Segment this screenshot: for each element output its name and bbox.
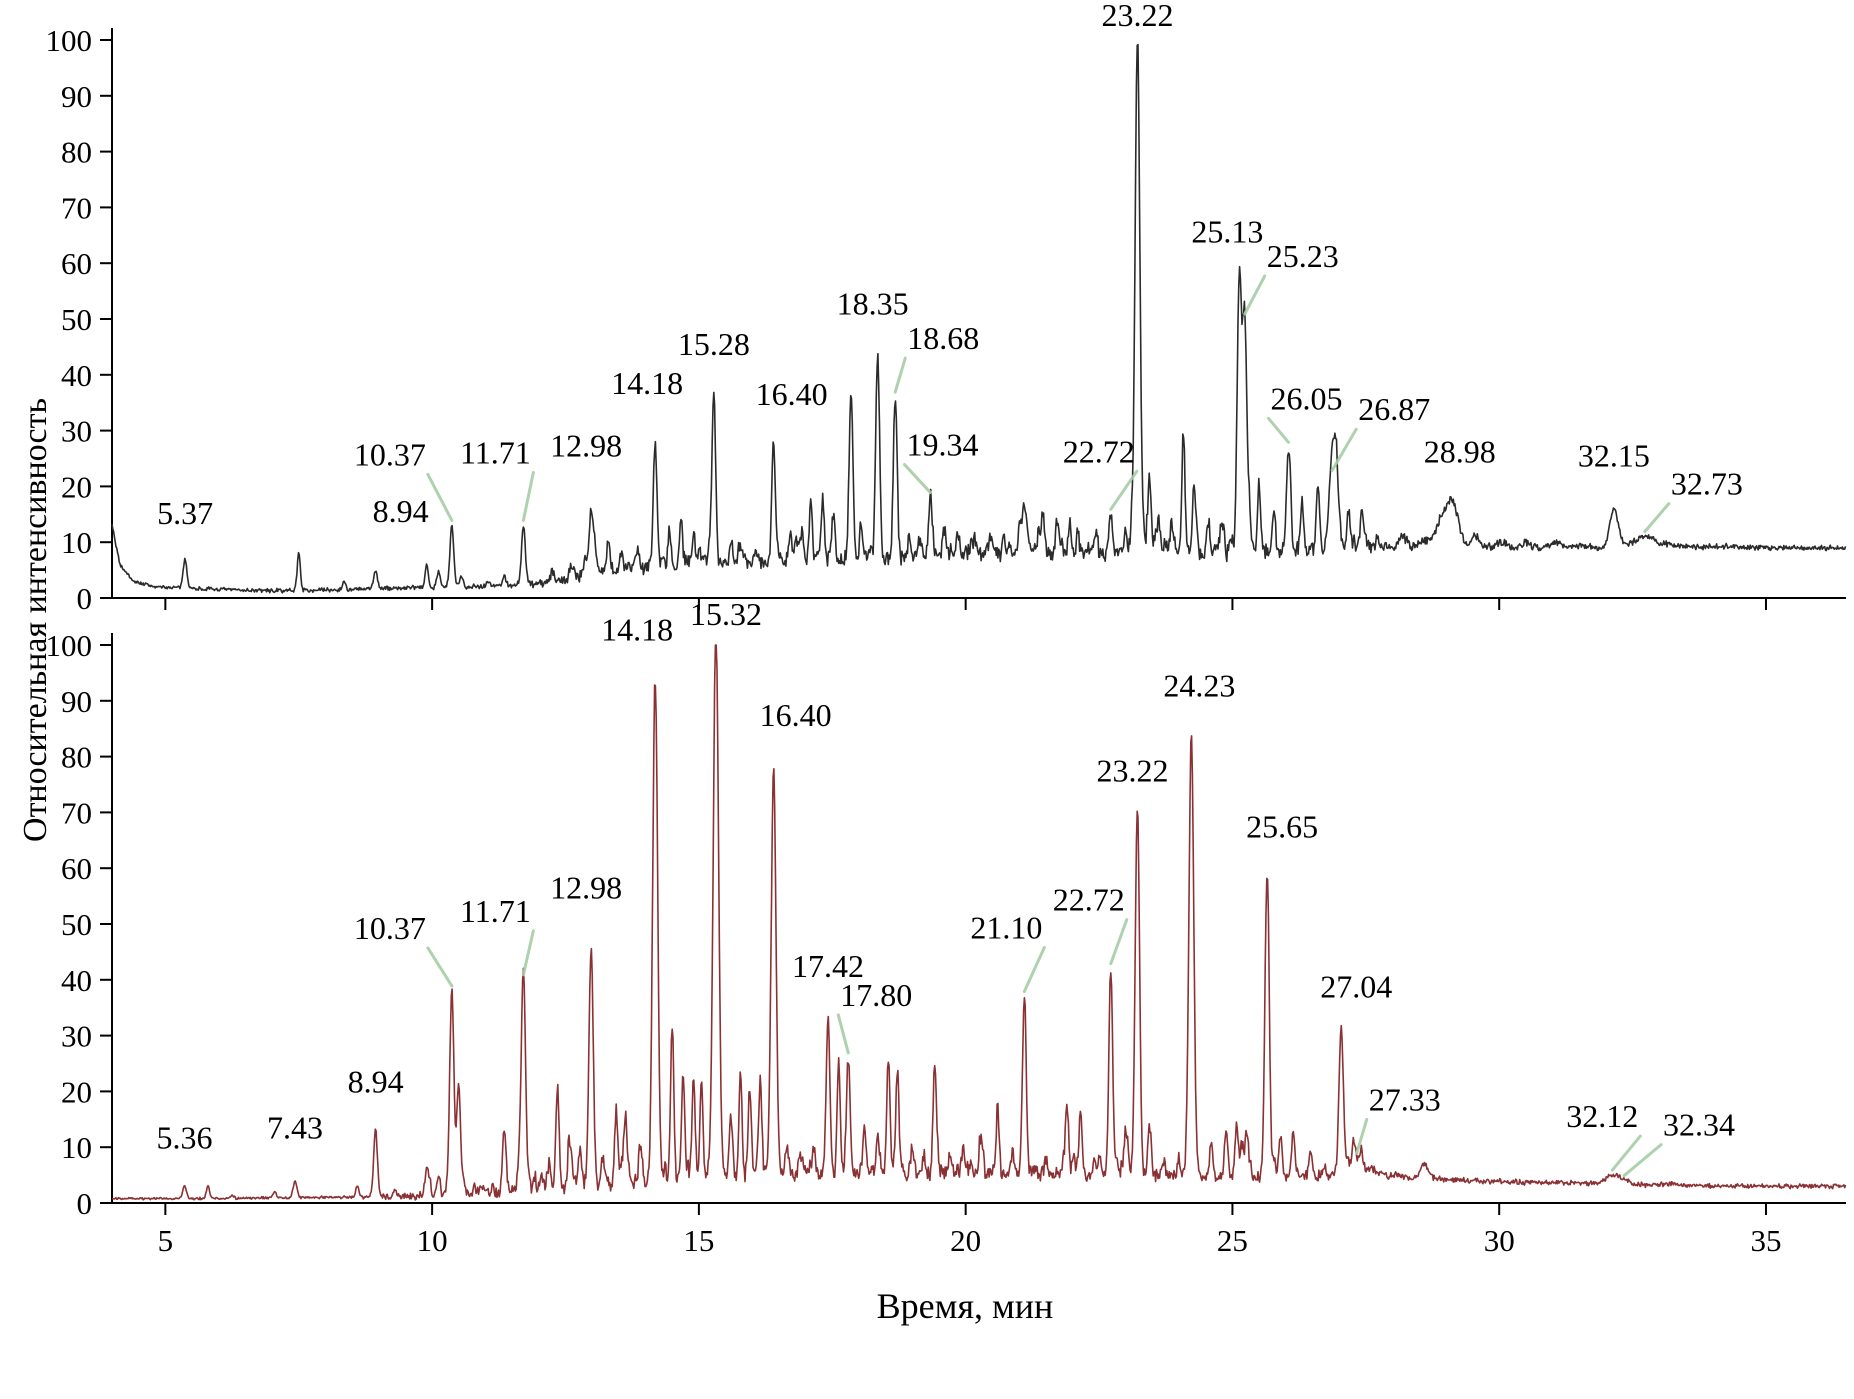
peak-label: 11.71 xyxy=(460,434,531,470)
peak-leader-line xyxy=(1109,469,1139,511)
peak-label: 8.94 xyxy=(348,1063,404,1099)
y-tick-label: 30 xyxy=(61,1019,92,1054)
peak-leader-line xyxy=(1243,274,1267,316)
x-tick-label: 25 xyxy=(1217,1223,1248,1258)
peak-label: 12.98 xyxy=(550,869,622,905)
peak-label: 14.18 xyxy=(601,611,673,647)
x-tick-label: 15 xyxy=(683,1223,714,1258)
x-tick-label: 30 xyxy=(1484,1223,1515,1258)
y-tick-label: 100 xyxy=(46,23,93,58)
peak-label: 22.72 xyxy=(1063,433,1135,469)
peak-label: 11.71 xyxy=(460,893,531,929)
peak-label: 26.05 xyxy=(1270,380,1342,416)
peak-label: 25.13 xyxy=(1191,213,1263,249)
peak-leader-line xyxy=(1622,1143,1663,1178)
y-tick-label: 90 xyxy=(61,684,92,719)
peak-label: 12.98 xyxy=(550,428,622,464)
y-tick-label: 10 xyxy=(61,1130,92,1165)
peak-leader-line xyxy=(426,472,454,522)
peak-label: 19.34 xyxy=(906,427,978,463)
peak-leader-line xyxy=(426,946,454,988)
y-tick-label: 20 xyxy=(61,469,92,504)
peak-label: 32.12 xyxy=(1566,1098,1638,1134)
peak-leader-line xyxy=(836,1013,850,1055)
peak-label: 8.94 xyxy=(373,493,429,529)
peak-label: 18.35 xyxy=(837,285,909,321)
peak-leader-line xyxy=(1266,416,1290,444)
peak-label: 17.42 xyxy=(792,948,864,984)
trace-top xyxy=(111,43,1847,594)
trace-bottom xyxy=(111,644,1847,1201)
y-tick-label: 20 xyxy=(61,1074,92,1109)
peak-label: 15.32 xyxy=(690,596,762,632)
y-tick-label: 0 xyxy=(77,1186,93,1221)
y-tick-label: 60 xyxy=(61,851,92,886)
x-tick-label: 20 xyxy=(950,1223,981,1258)
y-tick-label: 90 xyxy=(61,79,92,114)
peak-label: 16.40 xyxy=(760,697,832,733)
y-tick-label: 80 xyxy=(61,135,92,170)
peak-label: 14.18 xyxy=(611,365,683,401)
peak-label: 32.34 xyxy=(1663,1107,1735,1143)
y-tick-label: 50 xyxy=(61,907,92,942)
peak-label: 23.22 xyxy=(1101,0,1173,33)
peak-leader-line xyxy=(521,929,535,977)
peak-label: 18.68 xyxy=(907,320,979,356)
y-tick-label: 0 xyxy=(77,581,93,616)
x-axis-title: Время, мин xyxy=(876,1286,1054,1326)
peak-label: 32.15 xyxy=(1578,438,1650,474)
x-tick-label: 5 xyxy=(158,1223,174,1258)
peak-label: 10.37 xyxy=(354,910,426,946)
y-tick-label: 40 xyxy=(61,963,92,998)
peak-label: 16.40 xyxy=(756,376,828,412)
peak-label: 15.28 xyxy=(678,326,750,362)
peak-label: 25.65 xyxy=(1246,808,1318,844)
y-tick-label: 100 xyxy=(46,628,93,663)
y-tick-label: 70 xyxy=(61,795,92,830)
peak-leader-line xyxy=(1022,946,1046,994)
peak-label: 23.22 xyxy=(1096,753,1168,789)
peak-leader-line xyxy=(902,463,932,495)
peak-leader-line xyxy=(1355,1117,1369,1155)
peak-label: 5.36 xyxy=(157,1119,213,1155)
chart-bottom: 0 10 20 30 40 50 60 70 80 90 100 5 10 15 20 25 30 35 5.36 7… xyxy=(46,596,1847,1258)
peak-label: 28.98 xyxy=(1424,433,1496,469)
y-tick-label: 60 xyxy=(61,246,92,281)
y-tick-label: 80 xyxy=(61,740,92,775)
y-tick-label: 70 xyxy=(61,190,92,225)
peak-leader-line xyxy=(1109,918,1129,966)
peak-label: 22.72 xyxy=(1053,882,1125,918)
peak-label: 27.04 xyxy=(1320,969,1392,1005)
peak-label: 7.43 xyxy=(267,1110,323,1146)
y-axis-title: Относительная интенсивность xyxy=(17,398,54,842)
y-tick-label: 40 xyxy=(61,358,92,393)
chart-top: 0 10 20 30 40 50 60 70 80 90 100 5.37 8.94 10.37 11.71… xyxy=(46,0,1847,616)
peak-leader-line xyxy=(893,356,907,394)
peak-label: 21.10 xyxy=(970,910,1042,946)
peak-leader-line xyxy=(1643,502,1671,534)
y-tick-label: 50 xyxy=(61,302,92,337)
peak-label: 25.23 xyxy=(1267,238,1339,274)
y-tick-label: 30 xyxy=(61,414,92,449)
x-tick-label: 10 xyxy=(417,1223,448,1258)
peak-label: 5.37 xyxy=(157,495,213,531)
y-tick-label: 10 xyxy=(61,525,92,560)
peak-label: 24.23 xyxy=(1163,667,1235,703)
peak-label: 27.33 xyxy=(1369,1081,1441,1117)
x-tick-label: 35 xyxy=(1750,1223,1781,1258)
peak-leader-line xyxy=(521,470,535,522)
peak-label: 26.87 xyxy=(1358,391,1430,427)
peak-label: 32.73 xyxy=(1671,466,1743,502)
peak-label: 17.80 xyxy=(840,977,912,1013)
peak-label: 10.37 xyxy=(354,436,426,472)
peak-leader-line xyxy=(1330,427,1358,472)
peak-leader-line xyxy=(1610,1134,1642,1172)
